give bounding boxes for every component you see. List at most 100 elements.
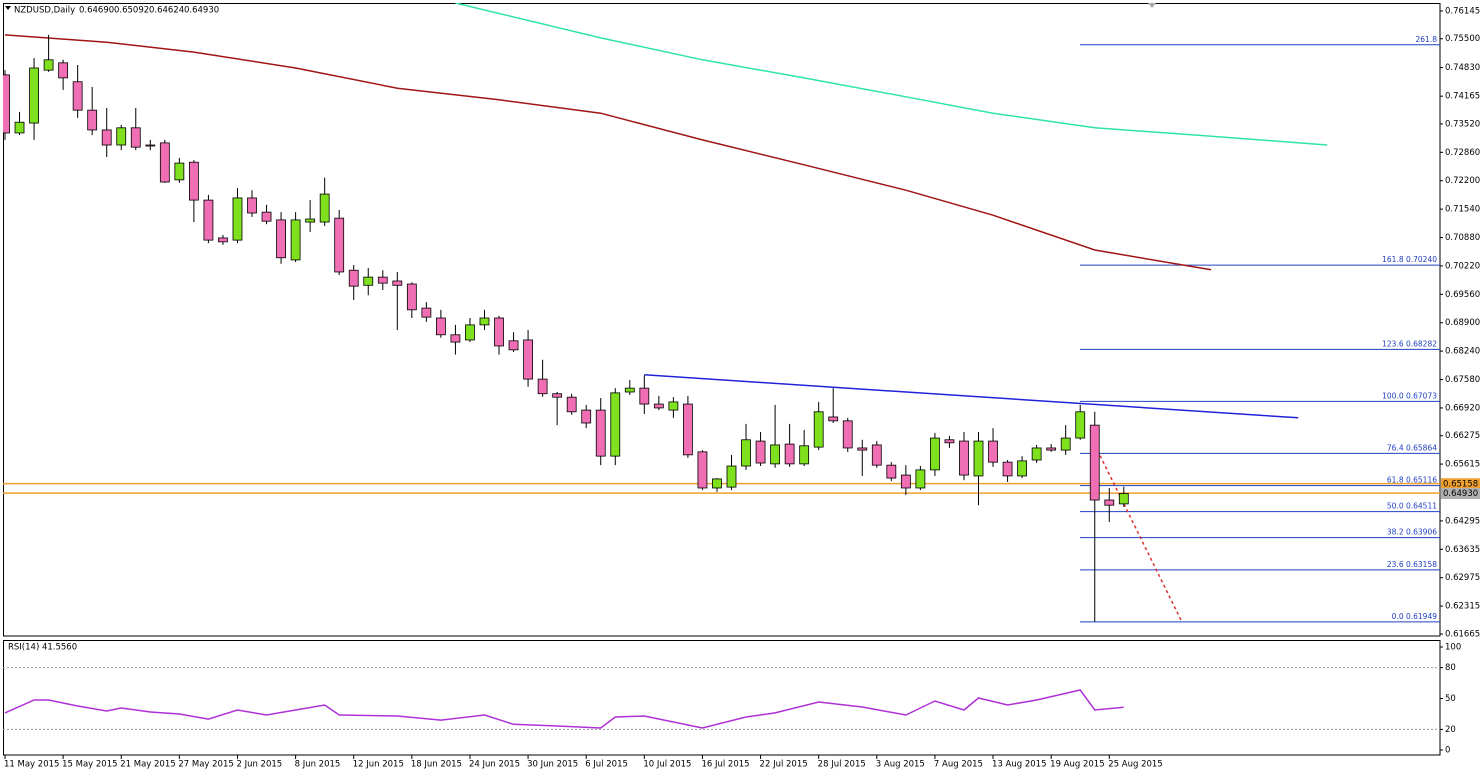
rsi-tick-label: 20	[1445, 725, 1456, 735]
x-tick-label: 21 May 2015	[120, 760, 175, 770]
y-tick-label: 0.76145	[1445, 6, 1480, 16]
x-tick-label: 28 Jul 2015	[818, 760, 866, 770]
candle-body	[348, 269, 359, 287]
candle-body	[406, 283, 417, 311]
candle-body	[159, 142, 170, 183]
candle-body	[857, 447, 868, 451]
candle-body	[712, 478, 722, 489]
y-tick-label: 0.62975	[1445, 573, 1480, 583]
candle-body	[1104, 499, 1115, 506]
candle-body	[43, 59, 54, 71]
x-tick-label: 24 Jun 2015	[469, 760, 520, 770]
price-panel: 261.8 161.8 0.70240 123.6 0.68282 100.0 0.6…	[3, 3, 1440, 623]
candle-body	[276, 219, 286, 259]
candle-body	[232, 197, 243, 241]
x-tick-label: 16 Jul 2015	[701, 760, 749, 770]
y-tick-label: 0.72860	[1445, 148, 1480, 158]
candle-body	[959, 440, 969, 476]
candle-body	[653, 403, 664, 409]
candle-body	[755, 440, 766, 464]
candle-body	[915, 469, 926, 489]
y-tick-label: 0.64295	[1445, 516, 1480, 526]
y-tick-label: 0.62315	[1445, 602, 1480, 612]
y-tick-label: 0.71540	[1445, 205, 1480, 215]
candle-body	[508, 340, 519, 351]
fib-label: 0.0 0.61949	[1392, 612, 1438, 621]
candle-body	[188, 161, 199, 201]
candle-body	[29, 67, 39, 124]
candle-body	[334, 217, 345, 273]
fib-label: 123.6 0.68282	[1382, 339, 1437, 348]
low-value: 0.64624	[149, 6, 184, 16]
candle-body	[290, 219, 301, 261]
candle-body	[101, 129, 112, 146]
candle-body	[218, 237, 228, 243]
candle-body	[1031, 447, 1042, 461]
candle-body	[770, 444, 780, 465]
shift-marker	[1148, 3, 1156, 8]
candle-body	[58, 62, 69, 79]
candle-body	[988, 440, 998, 463]
y-tick-label: 0.74165	[1445, 92, 1480, 102]
candle-body	[741, 439, 751, 467]
x-tick-label: 7 Aug 2015	[934, 760, 983, 770]
fib-label: 261.8	[1416, 35, 1438, 44]
x-tick-label: 12 Jun 2015	[353, 760, 404, 770]
price-tag-label: 0.64930	[1443, 489, 1478, 499]
y-tick-label: 0.66275	[1445, 431, 1480, 441]
candle-body	[581, 409, 592, 424]
candle-body	[1075, 411, 1086, 439]
indicator-line	[455, 3, 1328, 146]
candle-body	[900, 474, 911, 489]
candle-body	[130, 127, 141, 148]
candle-body	[784, 443, 795, 465]
candle-body	[1002, 461, 1013, 477]
candle-body	[871, 444, 882, 466]
candle-body	[421, 307, 432, 318]
x-tick-label: 19 Aug 2015	[1050, 760, 1104, 770]
fib-label: 76.4 0.65864	[1387, 443, 1437, 452]
candle-body	[842, 420, 853, 449]
fib-label: 100.0 0.67073	[1382, 391, 1437, 400]
x-tick-label: 27 May 2015	[178, 760, 233, 770]
candle-body	[552, 393, 563, 398]
x-tick-label: 15 May 2015	[62, 760, 117, 770]
candle-body	[203, 199, 214, 241]
high-value: 0.65092	[114, 6, 149, 16]
fib-label: 38.2 0.63906	[1387, 528, 1437, 537]
rsi-tick-label: 0	[1445, 746, 1450, 756]
candle-body	[305, 218, 316, 223]
rsi-title: RSI(14) 41.5560	[8, 643, 77, 653]
candle-body	[3, 74, 10, 134]
candle-body	[726, 465, 737, 488]
price-tag	[1441, 488, 1480, 500]
symbol-title: NZDUSD,Daily	[14, 6, 75, 16]
candle-body	[14, 121, 25, 134]
rsi-panel	[3, 667, 1440, 730]
candle-body	[479, 317, 490, 326]
x-tick-label: 3 Aug 2015	[876, 760, 925, 770]
y-tick-label: 0.74830	[1445, 63, 1480, 73]
candle-body	[639, 387, 650, 405]
candle-body	[595, 409, 606, 457]
open-value: 0.64690	[79, 6, 114, 16]
y-tick-label: 0.75500	[1445, 34, 1480, 44]
y-tick-label: 0.61665	[1445, 630, 1480, 640]
y-tick-label: 0.69560	[1445, 290, 1480, 300]
candle-body	[624, 387, 635, 393]
candle-body	[72, 81, 83, 111]
candle-body	[828, 416, 839, 422]
rsi-line	[4, 689, 1124, 729]
rsi-tick-label: 80	[1445, 663, 1456, 673]
candle-body	[799, 445, 810, 465]
candle-body	[1089, 424, 1100, 501]
candle-body	[697, 451, 708, 489]
main-frame	[3, 3, 1441, 637]
fib-label: 23.6 0.63158	[1387, 560, 1437, 569]
candle-body	[435, 317, 446, 336]
y-tick-label: 0.67580	[1445, 375, 1480, 385]
candle-body	[668, 401, 679, 411]
y-tick-label: 0.70880	[1445, 233, 1480, 243]
x-tick-label: 2 Jun 2015	[236, 760, 282, 770]
y-tick-label: 0.70220	[1445, 261, 1480, 271]
